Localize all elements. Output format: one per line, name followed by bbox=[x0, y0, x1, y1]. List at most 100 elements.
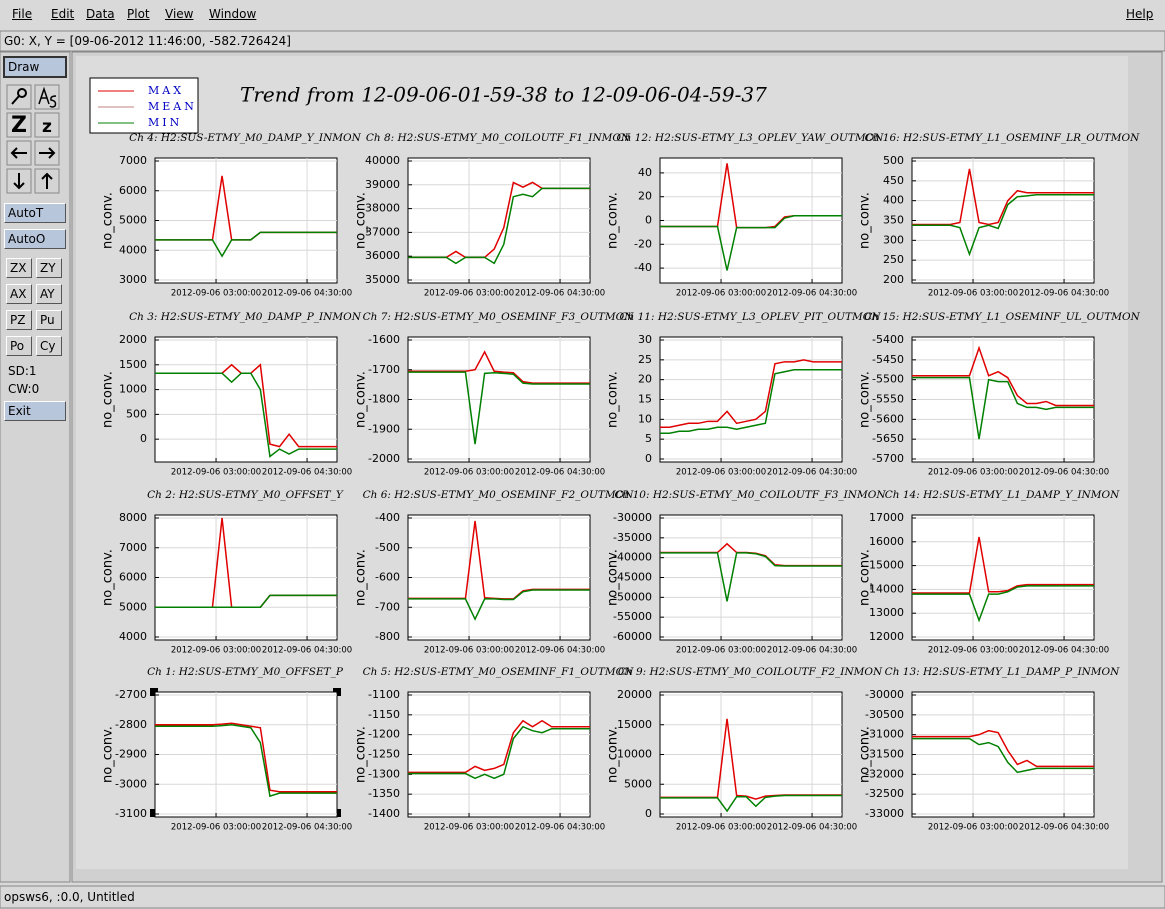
trace-max bbox=[408, 350, 590, 384]
panel-title: Ch 10: H2:SUS-ETMY_M0_COILOUTF_F3_INMON bbox=[614, 489, 886, 501]
y-tick-label: 2000 bbox=[119, 333, 147, 346]
y-tick-label: 36000 bbox=[365, 249, 400, 262]
x-tick-label: 2012-09-06 03:00:00 bbox=[676, 289, 766, 299]
y-tick-label: 400 bbox=[883, 194, 904, 207]
trace-max bbox=[660, 359, 842, 429]
y-tick-label: 5 bbox=[645, 432, 652, 445]
trace-max bbox=[155, 722, 337, 793]
tool-button[interactable]: AX bbox=[6, 284, 32, 304]
panel-title: Ch 12: H2:SUS-ETMY_L3_OPLEV_YAW_OUTMON bbox=[617, 132, 885, 144]
x-tick-label: 2012-09-06 03:00:00 bbox=[424, 289, 514, 299]
tool-button[interactable]: Po bbox=[6, 336, 32, 356]
icon-zoom-out[interactable] bbox=[34, 112, 60, 138]
tool-button[interactable]: ZX bbox=[6, 258, 32, 278]
tool-button[interactable]: AutoO bbox=[4, 229, 66, 249]
menu-item[interactable]: Edit bbox=[51, 7, 75, 21]
y-tick-label: -2900 bbox=[115, 748, 147, 761]
y-tick-label: -5550 bbox=[872, 393, 904, 406]
y-tick-label: -30000 bbox=[865, 688, 904, 701]
trace-min bbox=[155, 372, 337, 458]
x-tick-label: 2012-09-06 03:00:00 bbox=[171, 289, 261, 299]
status-text: opsws6, :0.0, Untitled bbox=[4, 890, 135, 904]
coord-readout: G0: X, Y = [09-06-2012 11:46:00, -582.72… bbox=[4, 34, 291, 48]
y-axis-label: no_conv. bbox=[101, 549, 116, 606]
plot-area bbox=[407, 157, 591, 284]
y-axis-label: no_conv. bbox=[354, 192, 369, 249]
y-tick-label: 30 bbox=[638, 333, 652, 346]
menu-item[interactable]: Plot bbox=[127, 7, 150, 21]
y-axis-label: no_conv. bbox=[606, 192, 621, 249]
legend-label: MIN bbox=[148, 116, 182, 129]
tool-button[interactable]: AY bbox=[36, 284, 62, 304]
y-axis-label: no_conv. bbox=[858, 371, 873, 428]
tool-button[interactable]: AutoT bbox=[4, 203, 66, 223]
trace-min bbox=[408, 725, 590, 780]
y-tick-label: -3000 bbox=[115, 777, 147, 790]
x-tick-label: 2012-09-06 04:30:00 bbox=[1019, 823, 1109, 833]
y-tick-label: 6000 bbox=[119, 184, 147, 197]
x-tick-label: 2012-09-06 03:00:00 bbox=[676, 468, 766, 478]
y-axis-label: no_conv. bbox=[858, 726, 873, 783]
y-tick-label: 37000 bbox=[365, 225, 400, 238]
menu-item[interactable]: View bbox=[165, 7, 194, 21]
tool-info: CW:0 bbox=[8, 382, 40, 396]
x-tick-label: 2012-09-06 04:30:00 bbox=[1019, 289, 1109, 299]
tool-button[interactable]: PZ bbox=[6, 310, 32, 330]
x-tick-label: 2012-09-06 03:00:00 bbox=[676, 646, 766, 656]
exit-button[interactable]: Exit bbox=[4, 401, 66, 421]
icon-magnifier[interactable] bbox=[6, 84, 32, 110]
y-tick-label: 5000 bbox=[119, 214, 147, 227]
x-tick-label: 2012-09-06 04:30:00 bbox=[262, 823, 352, 833]
y-tick-label: 6000 bbox=[119, 571, 147, 584]
y-tick-label: -33000 bbox=[865, 807, 904, 820]
x-tick-label: 2012-09-06 04:30:00 bbox=[515, 289, 605, 299]
y-tick-label: -31500 bbox=[865, 748, 904, 761]
y-tick-label: -1800 bbox=[368, 393, 400, 406]
tool-button[interactable]: Pu bbox=[36, 310, 62, 330]
x-tick-label: 2012-09-06 04:30:00 bbox=[1019, 468, 1109, 478]
y-tick-label: 40 bbox=[638, 166, 652, 179]
panel-title: Ch 3: H2:SUS-ETMY_M0_DAMP_P_INMON bbox=[129, 311, 362, 323]
y-tick-label: -32000 bbox=[865, 767, 904, 780]
y-tick-label: 38000 bbox=[365, 202, 400, 215]
y-tick-label: 7000 bbox=[119, 154, 147, 167]
y-tick-label: 39000 bbox=[365, 178, 400, 191]
menu-item[interactable]: File bbox=[12, 7, 33, 21]
draw-button[interactable]: Draw bbox=[3, 56, 67, 78]
y-tick-label: -2700 bbox=[115, 688, 147, 701]
plot-area bbox=[154, 336, 338, 463]
y-axis-label: no_conv. bbox=[606, 371, 621, 428]
menu-item[interactable]: Data bbox=[86, 7, 115, 21]
y-tick-label: -32500 bbox=[865, 787, 904, 800]
menu-item[interactable]: Window bbox=[209, 7, 257, 21]
y-tick-label: 4000 bbox=[119, 243, 147, 256]
y-axis-label: no_conv. bbox=[858, 549, 873, 606]
trace-min bbox=[912, 193, 1094, 257]
x-tick-label: 2012-09-06 03:00:00 bbox=[676, 823, 766, 833]
y-tick-label: 40000 bbox=[365, 154, 400, 167]
y-tick-label: 14000 bbox=[869, 582, 904, 595]
y-tick-label: 20 bbox=[638, 373, 652, 386]
y-tick-label: -1150 bbox=[368, 708, 400, 721]
x-tick-label: 2012-09-06 04:30:00 bbox=[767, 823, 857, 833]
y-tick-label: 1000 bbox=[119, 383, 147, 396]
tool-button[interactable]: ZY bbox=[36, 258, 62, 278]
y-tick-label: 350 bbox=[883, 214, 904, 227]
menu-help[interactable]: Help bbox=[1126, 7, 1154, 21]
y-tick-label: -31000 bbox=[865, 728, 904, 741]
icon-zoom-in[interactable] bbox=[6, 112, 32, 138]
y-tick-label: -1400 bbox=[368, 807, 400, 820]
panel-title: Ch 14: H2:SUS-ETMY_L1_DAMP_Y_INMON bbox=[885, 489, 1120, 501]
panel-title: Ch 5: H2:SUS-ETMY_M0_OSEMINF_F1_OUTMON bbox=[363, 666, 635, 678]
trace-min bbox=[408, 187, 590, 265]
x-tick-label: 2012-09-06 04:30:00 bbox=[767, 468, 857, 478]
y-tick-label: 450 bbox=[883, 174, 904, 187]
zoom-out-label: z bbox=[42, 117, 52, 137]
x-tick-label: 2012-09-06 03:00:00 bbox=[928, 289, 1018, 299]
y-tick-label: -2000 bbox=[368, 452, 400, 465]
y-tick-label: 15 bbox=[638, 393, 652, 406]
y-tick-label: 25 bbox=[638, 353, 652, 366]
tool-button[interactable]: Cy bbox=[36, 336, 62, 356]
